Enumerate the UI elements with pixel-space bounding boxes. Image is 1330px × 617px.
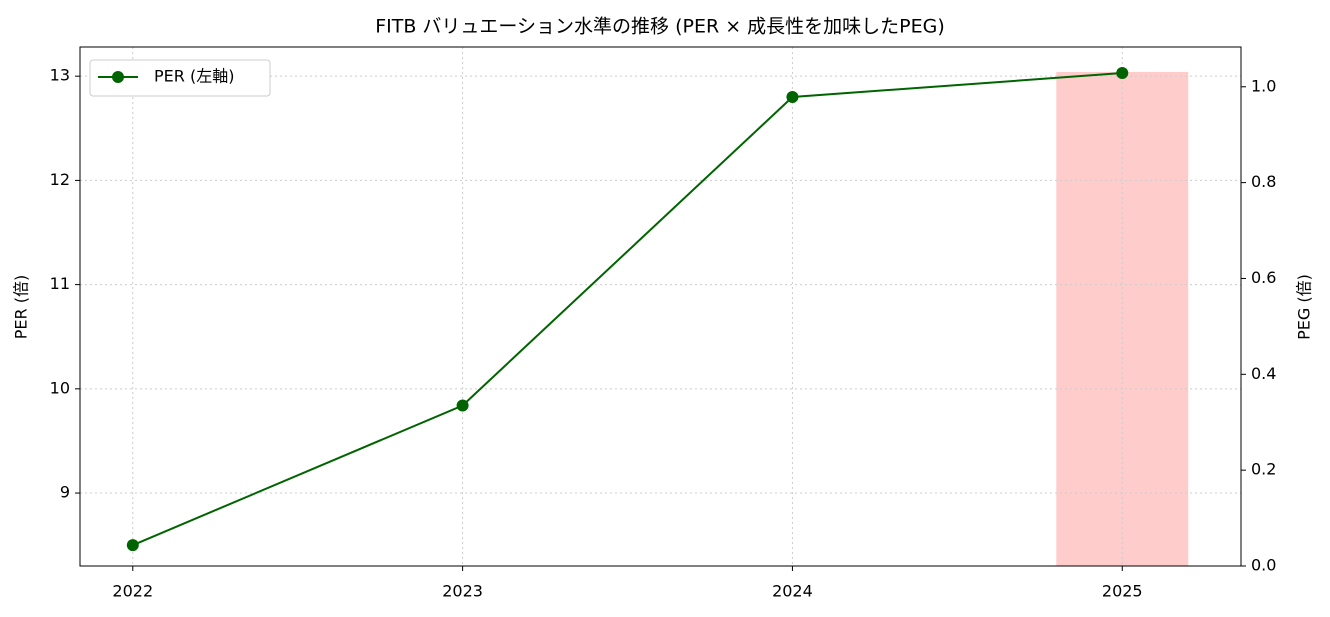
y2-tick-label: 1.0 (1251, 76, 1276, 95)
marker (1116, 67, 1129, 80)
x-tick-label: 2024 (772, 582, 813, 601)
y2-tick-label: 0.4 (1251, 364, 1276, 383)
y-tick-label: 10 (50, 378, 70, 397)
y-tick-label: 9 (60, 483, 70, 502)
y2-tick-label: 0.8 (1251, 172, 1276, 191)
line (132, 72, 1123, 547)
y-tick-label: 11 (50, 274, 70, 293)
legend-marker (112, 71, 124, 83)
x-tick-label: 2022 (112, 582, 153, 601)
plot-frame (79, 46, 1242, 567)
x-tick-label: 2023 (442, 582, 483, 601)
y2-axis-label: PEG (倍) (1295, 274, 1314, 340)
legend-box (89, 59, 271, 97)
y-axis-label: PER (倍) (12, 275, 31, 339)
marker (126, 539, 139, 552)
y-tick-label: 12 (50, 170, 70, 189)
y2-tick-label: 0.6 (1251, 268, 1276, 287)
legend-label: PER (左軸) (154, 67, 234, 86)
x-tick-label: 2025 (1102, 582, 1143, 601)
marker (456, 399, 469, 412)
y2-tick-label: 0.0 (1251, 556, 1276, 575)
y2-tick-label: 0.2 (1251, 460, 1276, 479)
chart-title: FITB バリュエーション水準の推移 (PER × 成長性を加味したPEG) (375, 16, 945, 38)
y-tick-label: 13 (50, 66, 70, 85)
marker (786, 91, 799, 104)
